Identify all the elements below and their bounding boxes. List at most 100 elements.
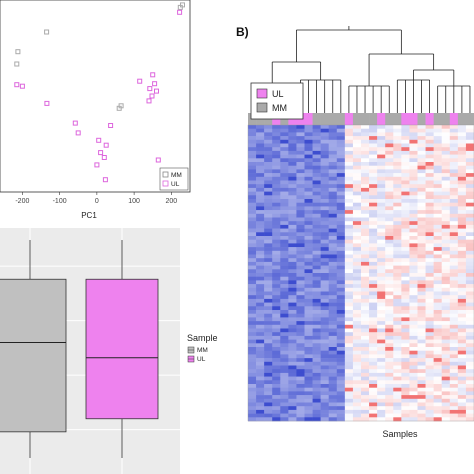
heatmap-cell <box>272 176 281 181</box>
heatmap-cell <box>417 302 426 307</box>
heatmap-cell <box>425 213 434 218</box>
heatmap-cell <box>361 291 370 296</box>
heatmap-cell <box>361 173 370 178</box>
heatmap-cell <box>433 254 443 259</box>
heatmap-cell <box>457 384 467 388</box>
heatmap-cell <box>385 228 394 233</box>
heatmap-cell <box>352 139 362 144</box>
heatmap-cell <box>377 417 386 422</box>
heatmap-cell <box>369 361 378 366</box>
heatmap-cell <box>328 191 338 196</box>
heatmap-cell <box>264 354 273 359</box>
heatmap-cell <box>272 387 281 392</box>
heatmap-cell <box>401 269 410 274</box>
heatmap-cell <box>328 387 338 392</box>
heatmap-cell <box>393 328 402 333</box>
scatter-x-tick-label: 0 <box>95 198 99 205</box>
heatmap-cell <box>393 250 402 255</box>
heatmap-cell <box>288 169 297 174</box>
heatmap-cell <box>288 147 297 152</box>
heatmap-cell <box>288 136 297 141</box>
heatmap-cell <box>425 302 434 307</box>
heatmap-cell <box>449 261 459 266</box>
heatmap-cell <box>457 125 467 129</box>
heatmap-cell <box>304 413 313 418</box>
heatmap-cell <box>393 243 402 248</box>
heatmap-cell <box>320 402 330 407</box>
heatmap-cell <box>369 180 378 185</box>
heatmap-cell <box>425 298 434 303</box>
heatmap-cell <box>425 335 434 340</box>
heatmap-cell <box>304 406 313 411</box>
heatmap-cell <box>433 232 443 237</box>
heatmap-cell <box>449 243 459 248</box>
heatmap-cell <box>385 313 394 318</box>
heatmap-cell <box>393 354 402 359</box>
heatmap-cell <box>264 313 273 318</box>
heatmap-cell <box>449 350 459 355</box>
heatmap-cell <box>272 265 281 270</box>
heatmap-cell <box>256 150 265 155</box>
heatmap-cell <box>433 306 443 311</box>
heatmap-cell <box>409 306 418 311</box>
heatmap-cell <box>425 317 434 322</box>
heatmap-cell <box>336 387 346 392</box>
heatmap-cell <box>312 321 321 326</box>
heatmap-cell <box>280 354 289 359</box>
heatmap-cell <box>272 125 281 129</box>
heatmap-cell <box>385 372 394 377</box>
heatmap-cell <box>409 287 418 292</box>
heatmap-cell <box>457 339 467 344</box>
heatmap-cell <box>409 402 418 407</box>
heatmap-cell <box>280 332 289 337</box>
heatmap-cell <box>304 125 313 129</box>
heatmap-cell <box>385 184 394 189</box>
heatmap-cell <box>425 265 434 270</box>
heatmap-cell <box>441 335 451 340</box>
heatmap-cell <box>433 347 443 351</box>
heatmap-cell <box>328 232 338 237</box>
heatmap-cell <box>401 128 410 133</box>
heatmap-cell <box>328 358 338 363</box>
heatmap-cell <box>272 395 281 400</box>
heatmap-cell <box>401 302 410 307</box>
heatmap-cell <box>344 284 354 289</box>
heatmap-cell <box>320 162 330 166</box>
heatmap-cell <box>361 199 370 203</box>
heatmap-cell <box>441 387 451 392</box>
heatmap-cell <box>361 409 370 414</box>
heatmap-cell <box>344 261 354 266</box>
heatmap-cell <box>361 195 370 200</box>
heatmap-cell <box>272 224 281 229</box>
heatmap-cell <box>361 191 370 196</box>
heatmap-cell <box>465 180 474 185</box>
heatmap-cell <box>433 380 443 385</box>
heatmap-cell <box>465 395 474 400</box>
heatmap-cell <box>312 339 321 344</box>
heatmap-cell <box>272 165 281 170</box>
heatmap-border <box>247 124 474 422</box>
heatmap-cell <box>433 276 443 281</box>
heatmap-cell <box>248 162 257 166</box>
heatmap-cell <box>256 324 265 329</box>
heatmap-cell <box>425 395 434 400</box>
heatmap-cell <box>393 372 402 377</box>
heatmap-cell <box>344 221 354 226</box>
heatmap-cell <box>441 206 451 211</box>
heatmap-cell <box>296 343 305 348</box>
heatmap-cell <box>328 136 338 141</box>
heatmap-cell <box>336 391 346 396</box>
heatmap-cell <box>272 191 281 196</box>
heatmap-cell <box>304 295 313 300</box>
heatmap-cell <box>361 213 370 218</box>
heatmap-cell <box>248 398 257 403</box>
annotation-cell-mm <box>465 113 474 125</box>
heatmap-cell <box>457 210 467 215</box>
heatmap-cell <box>449 139 459 144</box>
heatmap-cell <box>264 372 273 377</box>
heatmap-cell <box>320 273 330 277</box>
heatmap-cell <box>377 258 386 263</box>
heatmap-cell <box>393 347 402 351</box>
heatmap-cell <box>465 417 474 422</box>
heatmap-cell <box>457 376 467 381</box>
